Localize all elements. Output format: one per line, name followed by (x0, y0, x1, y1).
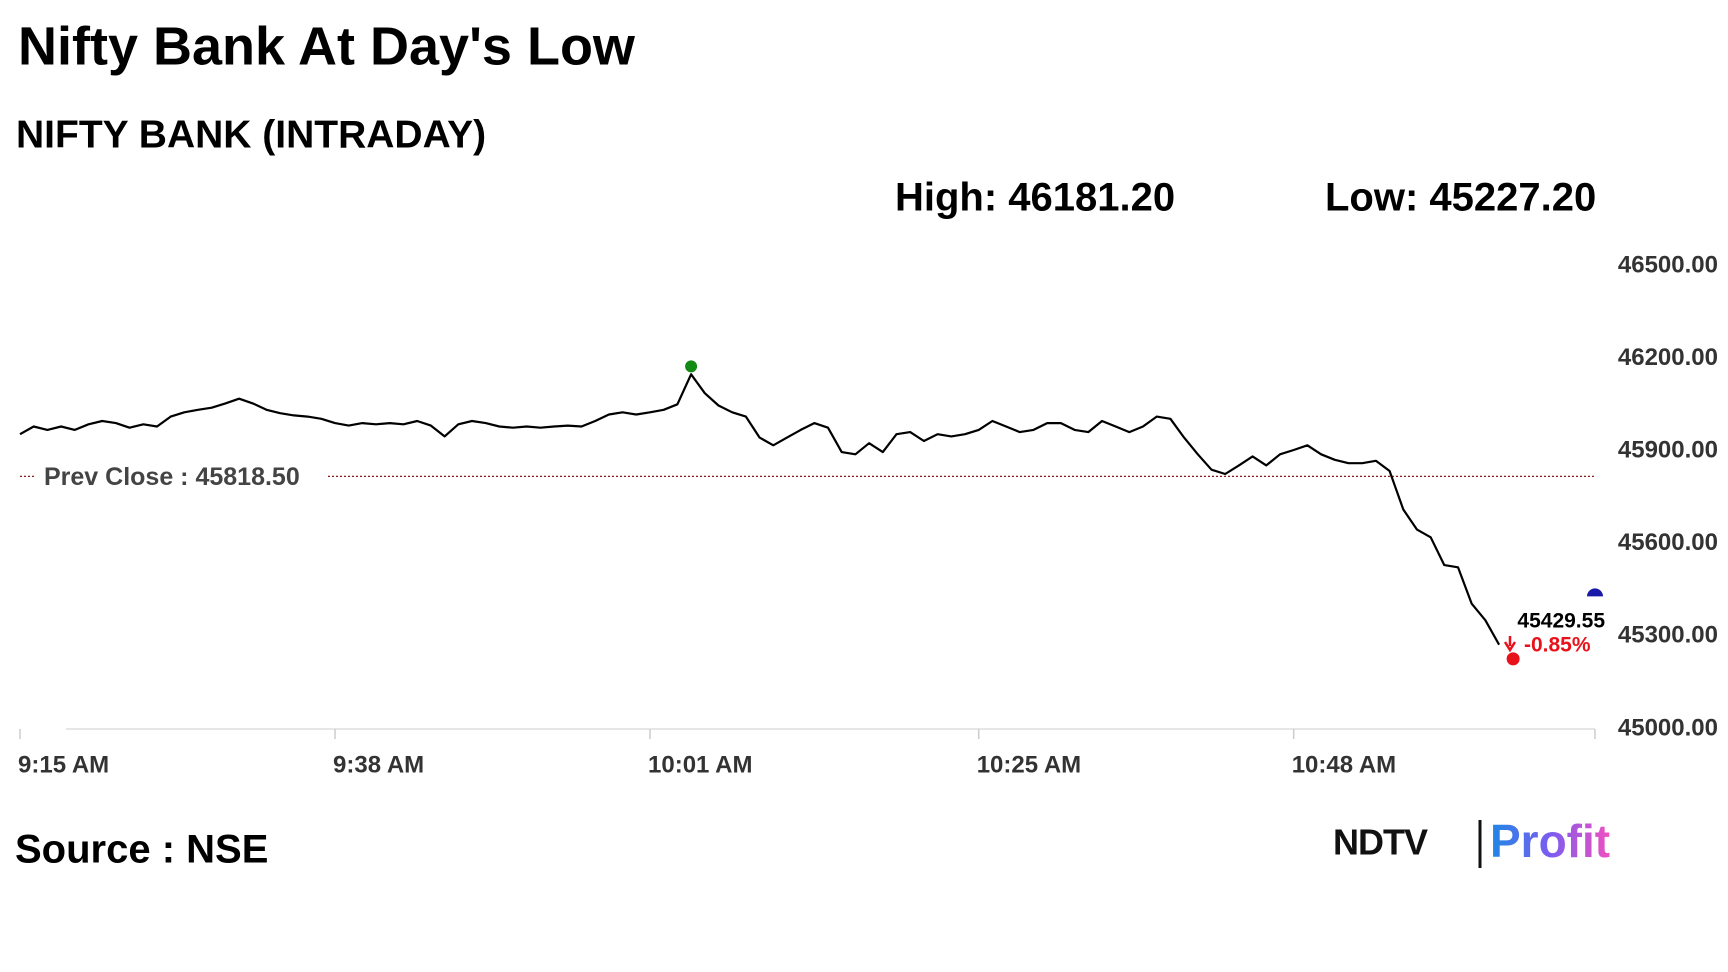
logo-ndtv: NDTV (1333, 822, 1428, 863)
subtitle: NIFTY BANK (INTRADAY) (16, 113, 486, 156)
source: Source : NSE (15, 828, 268, 872)
high-label: High: 46181.20 (895, 176, 1175, 220)
low-label: Low: 45227.20 (1325, 176, 1596, 220)
y-tick-label: 45900.00 (1618, 437, 1718, 464)
y-tick-label: 46500.00 (1618, 251, 1718, 278)
price-line (19, 373, 1501, 646)
x-tick-label: 10:48 AM (1292, 751, 1396, 778)
chart-title: Nifty Bank At Day's Low (18, 16, 636, 76)
reference-label: Prev Close : 45818.50 (44, 463, 300, 491)
x-tick-label: 10:25 AM (977, 751, 1081, 778)
y-tick-label: 45300.00 (1618, 622, 1718, 649)
change-value: -0.85% (1524, 634, 1591, 657)
x-tick-label: 10:01 AM (648, 751, 752, 778)
change-arrow (1503, 636, 1517, 653)
y-tick-label: 46200.00 (1618, 344, 1718, 371)
low-marker (1506, 652, 1520, 666)
x-tick-label: 9:38 AM (333, 751, 424, 778)
logo-profit: Profit (1490, 815, 1610, 867)
high-marker (685, 360, 698, 373)
y-tick-label: 45000.00 (1618, 714, 1718, 741)
reference-label-bg (36, 460, 328, 493)
y-tick-label: 45600.00 (1618, 529, 1718, 556)
x-tick-label: 9:15 AM (18, 751, 109, 778)
last-marker (1587, 588, 1603, 597)
last-value: 45429.55 (1517, 610, 1605, 633)
